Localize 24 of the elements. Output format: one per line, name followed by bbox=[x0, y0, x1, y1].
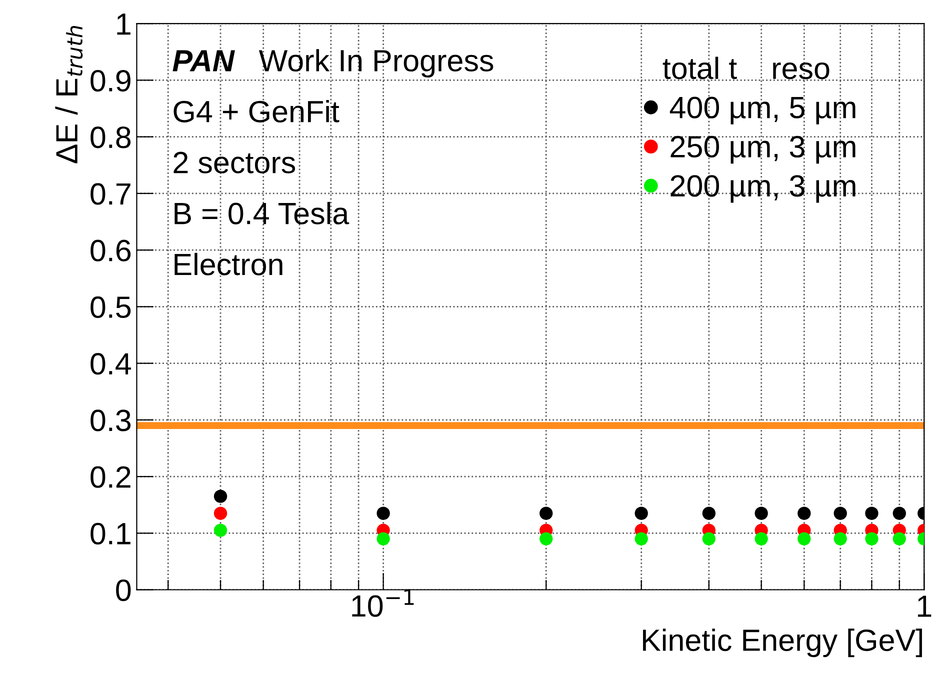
y-tick-label: 1 bbox=[117, 14, 130, 35]
annotation: G4 + GenFit bbox=[174, 100, 340, 122]
annotation: Work In Progress bbox=[258, 49, 494, 78]
x-tick-label: 10$^{−1}$ bbox=[352, 589, 414, 617]
y-tick-label: 0.4 bbox=[90, 353, 131, 375]
y-tick-label: 0.9 bbox=[90, 70, 130, 92]
legend-title: total t reso bbox=[662, 56, 830, 80]
legend-label: 200 µm, 3 µm bbox=[670, 175, 856, 203]
y-tick-label: 0.5 bbox=[90, 296, 131, 318]
legend-label: 250 µm, 3 µm bbox=[670, 136, 856, 164]
y-axis-title: ΔE / E$_{truth}$ bbox=[55, 26, 83, 164]
y-tick-label: 0.6 bbox=[90, 240, 131, 262]
y-tick-label: 0.2 bbox=[90, 466, 130, 488]
annotation: Electron bbox=[174, 252, 282, 276]
y-tick-label: 0.7 bbox=[90, 183, 130, 205]
annotation: B = 0.4 Tesla bbox=[174, 202, 350, 224]
annotation: PAN bbox=[172, 50, 235, 72]
y-tick-label: 0 bbox=[116, 579, 131, 602]
x-axis-title: Kinetic Energy [GeV] bbox=[643, 628, 922, 658]
y-tick-label: 0.1 bbox=[90, 522, 130, 545]
y-tick-label: 0.3 bbox=[90, 410, 131, 432]
y-tick-label: 0.8 bbox=[90, 126, 131, 148]
annotation: 2 sectors bbox=[174, 152, 296, 174]
legend-label: 400 µm, 5 µm bbox=[670, 96, 856, 124]
